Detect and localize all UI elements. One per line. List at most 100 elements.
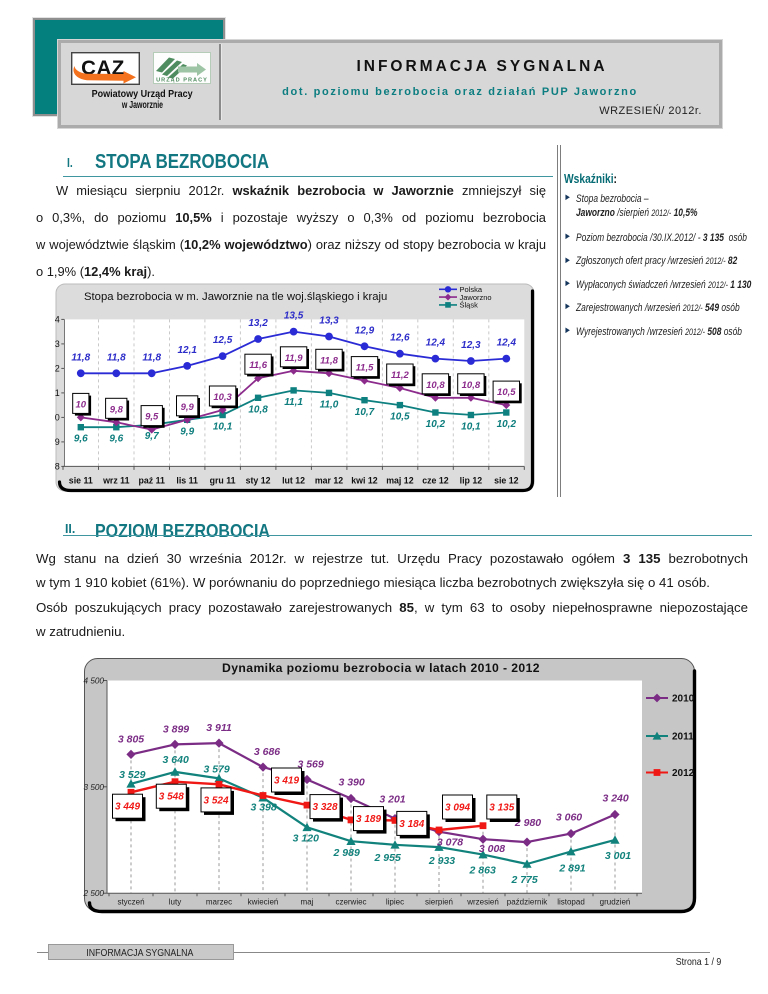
svg-text:10,5: 10,5 <box>497 387 516 398</box>
svg-text:kwi 12: kwi 12 <box>351 476 378 486</box>
svg-text:11: 11 <box>55 388 60 398</box>
svg-text:10: 10 <box>76 399 87 410</box>
svg-text:12,5: 12,5 <box>213 335 233 346</box>
svg-text:3 135: 3 135 <box>489 803 514 814</box>
svg-text:2 980: 2 980 <box>514 817 541 829</box>
svg-text:12,4: 12,4 <box>497 338 517 349</box>
svg-text:12,1: 12,1 <box>177 345 197 356</box>
svg-text:3 579: 3 579 <box>203 763 229 775</box>
svg-text:12: 12 <box>55 364 60 374</box>
svg-text:styczeń: styczeń <box>117 898 144 907</box>
svg-text:3 899: 3 899 <box>163 723 189 735</box>
svg-text:11,5: 11,5 <box>356 363 375 374</box>
svg-text:11,8: 11,8 <box>320 355 339 366</box>
svg-text:10,2: 10,2 <box>426 419 446 430</box>
svg-text:Stopa bezrobocia w m. Jaworzni: Stopa bezrobocia w m. Jaworznie na tle w… <box>84 291 387 303</box>
svg-text:sie 11: sie 11 <box>69 476 93 486</box>
svg-text:2 500: 2 500 <box>83 889 104 898</box>
svg-text:czerwiec: czerwiec <box>335 898 366 907</box>
svg-text:13,5: 13,5 <box>284 311 304 322</box>
svg-text:URZĄD PRACY: URZĄD PRACY <box>156 78 208 84</box>
svg-text:3 240: 3 240 <box>602 793 628 805</box>
svg-text:11,0: 11,0 <box>320 399 339 410</box>
svg-text:11,8: 11,8 <box>71 352 90 363</box>
svg-text:kwiecień: kwiecień <box>248 898 279 907</box>
svg-text:gru 11: gru 11 <box>210 476 236 486</box>
svg-text:grudzień: grudzień <box>600 898 631 907</box>
svg-text:sie 12: sie 12 <box>494 476 519 486</box>
svg-text:3 419: 3 419 <box>274 776 299 787</box>
svg-text:14: 14 <box>55 315 60 325</box>
svg-text:9,8: 9,8 <box>110 404 124 415</box>
svg-text:9,7: 9,7 <box>145 431 159 442</box>
svg-text:3 328: 3 328 <box>312 802 337 813</box>
svg-text:10,1: 10,1 <box>213 421 233 432</box>
svg-text:11,8: 11,8 <box>142 352 161 363</box>
svg-text:2 955: 2 955 <box>374 852 401 864</box>
svg-text:12,6: 12,6 <box>390 333 410 344</box>
svg-text:3 078: 3 078 <box>437 837 463 849</box>
svg-text:3 398: 3 398 <box>250 802 276 814</box>
svg-text:3 449: 3 449 <box>115 802 140 813</box>
svg-text:8: 8 <box>55 462 60 472</box>
svg-text:maj: maj <box>301 898 314 907</box>
svg-text:11,8: 11,8 <box>107 352 126 363</box>
svg-text:10,2: 10,2 <box>497 419 517 430</box>
svg-text:9,9: 9,9 <box>180 426 194 437</box>
svg-text:mar 12: mar 12 <box>315 476 343 486</box>
svg-text:9,5: 9,5 <box>145 412 159 423</box>
svg-text:listopad: listopad <box>557 898 585 907</box>
svg-text:2 863: 2 863 <box>469 865 496 877</box>
svg-text:3 529: 3 529 <box>119 769 145 781</box>
svg-text:3 548: 3 548 <box>159 792 184 803</box>
svg-text:10,8: 10,8 <box>426 380 445 391</box>
svg-text:maj 12: maj 12 <box>386 476 413 486</box>
svg-text:3 805: 3 805 <box>118 733 144 745</box>
svg-text:9,6: 9,6 <box>74 434 88 445</box>
svg-text:2011: 2011 <box>672 732 694 743</box>
svg-text:2 933: 2 933 <box>428 855 455 867</box>
svg-text:9,6: 9,6 <box>109 434 123 445</box>
svg-text:10,8: 10,8 <box>462 380 481 391</box>
svg-text:2 891: 2 891 <box>558 863 585 875</box>
svg-text:marzec: marzec <box>206 898 232 907</box>
svg-text:cze 12: cze 12 <box>422 476 449 486</box>
svg-text:10,5: 10,5 <box>390 412 410 423</box>
svg-text:10,1: 10,1 <box>461 421 481 432</box>
svg-text:sierpień: sierpień <box>425 898 453 907</box>
svg-text:3 094: 3 094 <box>445 803 470 814</box>
svg-text:CAZ: CAZ <box>81 57 125 80</box>
svg-text:paź 11: paź 11 <box>138 476 165 486</box>
svg-text:10,7: 10,7 <box>355 407 375 418</box>
svg-text:3 524: 3 524 <box>203 795 228 806</box>
svg-text:11,1: 11,1 <box>284 397 303 408</box>
svg-text:sty 12: sty 12 <box>246 476 271 486</box>
svg-text:9: 9 <box>55 437 60 447</box>
svg-text:12,9: 12,9 <box>355 325 375 336</box>
svg-text:2012: 2012 <box>672 768 695 779</box>
svg-text:11,2: 11,2 <box>391 370 410 381</box>
svg-text:3 189: 3 189 <box>356 814 381 825</box>
svg-text:10,3: 10,3 <box>213 392 232 403</box>
svg-text:3 060: 3 060 <box>556 812 582 824</box>
svg-text:10,8: 10,8 <box>248 404 268 415</box>
svg-text:10: 10 <box>55 413 60 423</box>
svg-text:13: 13 <box>55 339 60 349</box>
svg-text:lis 11: lis 11 <box>176 476 198 486</box>
svg-text:3 201: 3 201 <box>379 794 405 806</box>
svg-text:Polska: Polska <box>460 285 483 294</box>
svg-text:3 390: 3 390 <box>338 777 364 789</box>
svg-text:2 775: 2 775 <box>510 874 537 886</box>
svg-text:3 120: 3 120 <box>293 832 319 844</box>
svg-text:4 500: 4 500 <box>84 677 105 686</box>
svg-text:luty: luty <box>169 898 181 907</box>
svg-text:3 500: 3 500 <box>84 783 105 792</box>
svg-text:lut 12: lut 12 <box>282 476 305 486</box>
svg-text:9,9: 9,9 <box>181 402 195 413</box>
svg-text:3 569: 3 569 <box>297 759 323 771</box>
svg-text:3 001: 3 001 <box>605 850 631 862</box>
svg-text:lipiec: lipiec <box>386 898 404 907</box>
svg-text:3 640: 3 640 <box>163 754 189 766</box>
svg-text:październik: październik <box>507 898 548 907</box>
svg-text:wrz 11: wrz 11 <box>102 476 130 486</box>
